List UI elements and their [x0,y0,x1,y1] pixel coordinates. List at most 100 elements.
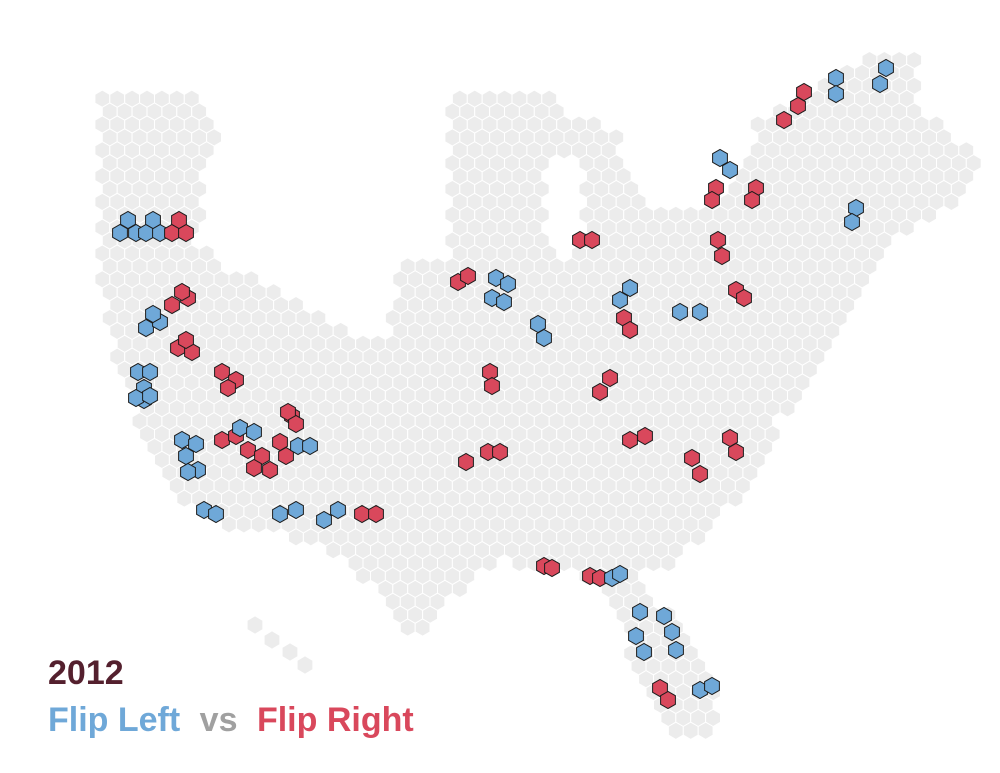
cluster-northeast-h [844,198,864,232]
cluster-plains-b [484,268,516,312]
county-hex [943,192,960,212]
flip-right-hex [178,330,194,350]
cluster-gulf-c [604,564,628,588]
cluster-southwest-core-a [174,430,206,482]
flip-left-hex [288,500,304,520]
flip-right-hex [622,430,638,450]
flip-right-hex [637,426,653,446]
flip-left-hex [174,430,190,450]
flip-right-hex [710,230,726,250]
flip-right-hex [482,362,498,382]
flip-left-hex [692,302,708,322]
cluster-great-lakes-d [672,302,708,322]
flip-left-hex [120,210,136,230]
cluster-south-border-d [354,504,384,524]
flip-right-hex [692,464,708,484]
flip-left-hex [246,422,262,442]
cluster-florida-b [656,606,684,660]
cluster-florida-c [652,678,676,710]
flip-left-hex [112,223,128,243]
cluster-inland-west-a [214,362,244,398]
legend-flip-left: Flip Left [48,701,181,739]
flip-right-hex [214,430,230,450]
legend-flip-right: Flip Right [256,701,414,739]
flip-right-hex [174,282,190,302]
cluster-west-coast-mid-a [138,304,168,338]
cluster-northeast-a [712,148,738,180]
flip-left-hex [232,418,248,438]
cluster-northeast-b [704,178,724,210]
flip-left-hex [302,436,318,456]
flip-right-hex [368,504,384,524]
cluster-northeast-d [728,280,752,308]
flip-right-hex [796,82,812,102]
flip-left-hex [145,304,161,324]
cluster-northeast-e [828,68,844,104]
flip-right-hex [262,460,278,480]
flip-left-hex [672,302,688,322]
flip-left-hex [848,198,864,218]
flip-right-hex [714,246,730,266]
cluster-southwest-core-c [232,418,318,456]
flip-right-hex [220,378,236,398]
cluster-south-border-b [272,500,304,524]
county-hex [235,515,252,534]
county-hex [302,528,319,547]
county-hex [667,721,684,740]
year-title: 2012 [48,654,124,692]
county-hex [399,618,416,637]
flip-left-hex [878,58,894,78]
flip-right-hex [684,448,700,468]
flip-left-hex [145,210,161,230]
county-hex [779,399,796,418]
flip-left-hex [128,388,144,408]
county-hex [176,489,193,508]
flip-right-hex [584,230,600,250]
flip-right-hex [272,432,288,452]
cluster-northeast-c [744,178,764,210]
flip-right-hex [622,320,638,340]
flip-right-hex [744,190,760,210]
map-flip-layer [112,58,894,710]
flip-left-hex [188,434,204,454]
cluster-plains-a [450,266,476,292]
flip-left-hex [632,602,648,622]
cluster-southeast-b [722,428,744,462]
flip-right-hex [484,376,500,396]
flip-right-hex [171,210,187,230]
cluster-west-coast-south [128,362,158,410]
county-hex [660,553,677,573]
cluster-west-coast-north-c [164,210,194,243]
flip-left-hex [844,212,860,232]
flip-right-hex [492,442,508,462]
flip-left-hex [828,68,844,88]
county-hex [264,631,280,649]
flip-right-hex [460,266,476,286]
flip-left-hex [668,640,684,660]
county-hex [325,541,342,560]
county-hex [282,643,298,661]
county-hex [511,553,528,573]
cluster-west-coast-mid-b [164,282,196,315]
flip-left-hex [622,278,638,298]
flip-left-hex [530,314,546,334]
flip-left-hex [612,564,628,584]
county-hex [414,618,431,637]
flip-left-hex [704,676,720,696]
cluster-northeast-g [776,82,812,130]
flip-left-hex [208,504,224,524]
flip-right-hex [544,558,560,578]
flip-right-hex [728,442,744,462]
flip-left-hex [142,386,158,406]
flip-left-hex [828,84,844,104]
county-hex [697,721,714,740]
flip-right-hex [602,368,618,388]
cluster-great-lakes-a [572,230,600,250]
flip-left-hex [142,362,158,382]
cluster-plains-d [482,362,500,396]
cluster-great-lakes-c [616,308,638,340]
county-hex [556,141,573,160]
flip-left-hex [664,622,680,642]
flip-right-hex [458,452,474,472]
